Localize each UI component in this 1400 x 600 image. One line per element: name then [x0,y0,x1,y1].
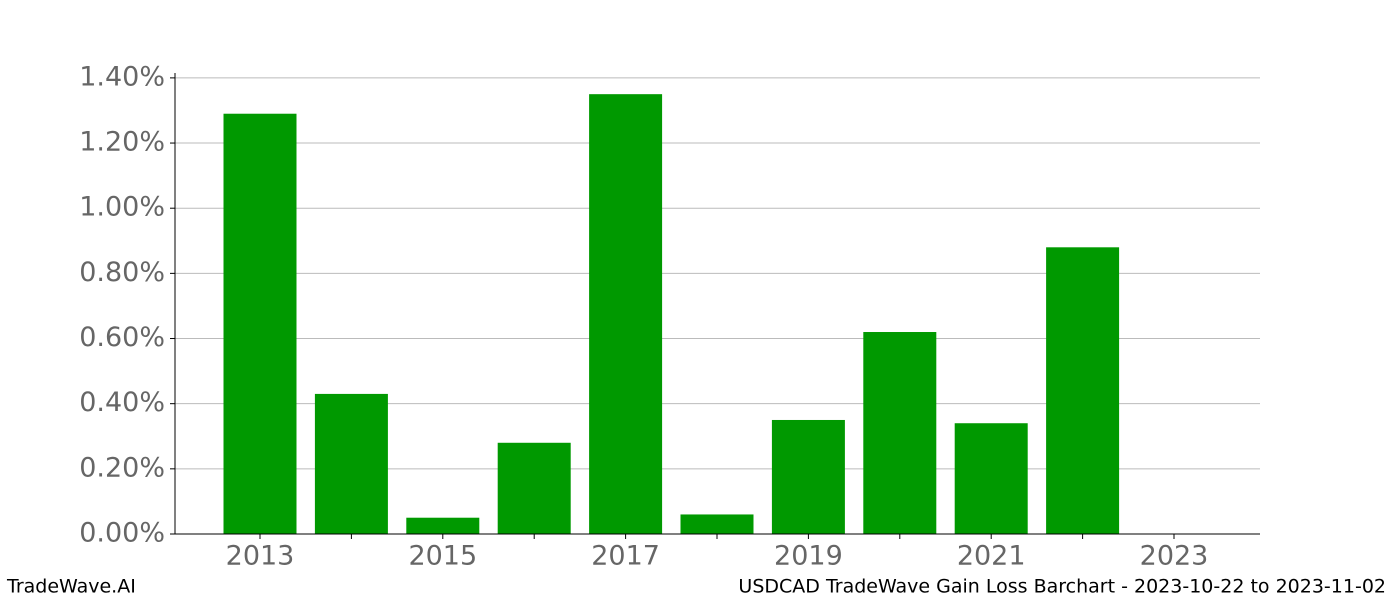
y-tick-label: 0.60% [79,322,165,353]
y-tick-label: 0.80% [79,257,165,288]
y-tick-label: 0.20% [79,452,165,483]
x-tick-label: 2013 [226,541,295,572]
bar [589,94,663,534]
brand: TradeWave.AI [6,576,136,598]
x-tick-label: 2019 [774,541,843,572]
y-tick-label: 1.20% [79,127,165,158]
bar [954,423,1028,534]
x-tick-label: 2015 [408,541,477,572]
y-tick-label: 1.00% [79,192,165,223]
y-tick-label: 0.00% [79,518,165,549]
bar [680,514,754,534]
bar [771,419,845,534]
chart-title: USDCAD TradeWave Gain Loss Barchart - 20… [738,576,1386,598]
y-tick-label: 0.40% [79,387,165,418]
bar [1046,247,1120,534]
x-tick-label: 2023 [1140,541,1209,572]
bar [223,113,297,535]
bar [497,442,571,534]
bar [406,517,480,534]
bar [314,393,388,534]
y-tick-label: 1.40% [79,61,165,92]
x-tick-label: 2017 [591,541,660,572]
x-tick-label: 2021 [957,541,1026,572]
bar [863,332,937,534]
